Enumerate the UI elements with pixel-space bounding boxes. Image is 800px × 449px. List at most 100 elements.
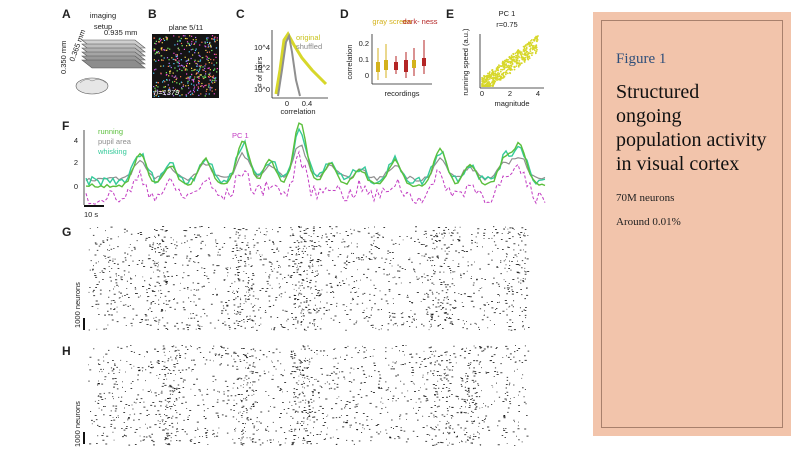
- scatter-point: [511, 68, 513, 71]
- spike-mark: [476, 278, 478, 280]
- spike-mark: [477, 431, 478, 433]
- spike-mark: [353, 287, 356, 288]
- spike-mark: [351, 381, 353, 383]
- spike-mark: [306, 228, 309, 229]
- spike-mark: [467, 265, 469, 267]
- spike-mark: [267, 426, 269, 428]
- spike-mark: [314, 276, 316, 277]
- spike-mark: [329, 226, 332, 228]
- spike-mark: [263, 258, 265, 260]
- spike-mark: [149, 245, 152, 247]
- panel-b-count: n=1379: [154, 88, 180, 97]
- spike-mark: [412, 430, 415, 432]
- spike-mark: [370, 325, 372, 326]
- spike-mark: [313, 325, 315, 327]
- neuron-dot: [181, 69, 183, 72]
- neuron-dot: [168, 87, 171, 89]
- spike-mark: [446, 413, 448, 415]
- spike-mark: [233, 322, 236, 324]
- spike-mark: [413, 268, 415, 270]
- spike-mark: [138, 369, 141, 371]
- spike-mark: [239, 247, 241, 249]
- spike-mark: [400, 282, 402, 284]
- spike-mark: [241, 400, 243, 401]
- spike-mark: [279, 417, 281, 418]
- spike-mark: [454, 292, 456, 294]
- spike-mark: [368, 375, 370, 377]
- neuron-dot: [156, 51, 158, 53]
- neuron-dot: [212, 77, 214, 79]
- spike-mark: [349, 426, 351, 428]
- spike-mark: [118, 417, 119, 418]
- neuron-dot: [175, 78, 177, 81]
- spike-mark: [429, 434, 431, 436]
- spike-mark: [190, 239, 193, 241]
- spike-mark: [242, 228, 245, 229]
- spike-mark: [250, 288, 253, 290]
- spike-mark: [301, 370, 304, 371]
- spike-mark: [272, 229, 273, 230]
- spike-mark: [357, 230, 359, 232]
- spike-mark: [439, 324, 441, 325]
- spike-mark: [153, 271, 154, 273]
- spike-mark: [255, 372, 257, 373]
- spike-mark: [92, 268, 94, 270]
- spike-mark: [520, 279, 522, 281]
- spike-mark: [392, 298, 394, 300]
- spike-mark: [306, 418, 309, 420]
- spike-mark: [130, 255, 132, 257]
- spike-mark: [226, 432, 229, 434]
- spike-mark: [432, 444, 435, 446]
- caption-line-1: 70M neurons: [616, 192, 675, 204]
- spike-mark: [484, 419, 486, 420]
- spike-mark: [165, 281, 167, 283]
- spike-mark: [299, 235, 301, 237]
- neuron-dot: [176, 77, 178, 79]
- spike-mark: [524, 278, 526, 280]
- spike-mark: [523, 309, 525, 311]
- spike-mark: [348, 381, 351, 382]
- scatter-point: [515, 65, 518, 67]
- spike-mark: [293, 242, 296, 243]
- spike-mark: [146, 289, 148, 291]
- spike-mark: [224, 321, 226, 323]
- spike-mark: [426, 237, 427, 238]
- spike-mark: [303, 375, 305, 376]
- spike-mark: [295, 259, 298, 260]
- neuron-dot: [174, 67, 176, 69]
- spike-mark: [306, 435, 309, 436]
- spike-mark: [432, 293, 434, 295]
- spike-mark: [280, 296, 282, 298]
- spike-mark: [316, 443, 318, 444]
- spike-mark: [102, 242, 105, 243]
- spike-mark: [470, 300, 473, 302]
- spike-mark: [316, 275, 318, 276]
- spike-mark: [270, 262, 272, 263]
- spike-mark: [392, 316, 394, 318]
- panel-a-title-2: setup: [94, 22, 112, 31]
- spike-mark: [421, 276, 424, 278]
- spike-mark: [474, 347, 477, 349]
- neuron-dot: [204, 45, 206, 47]
- spike-mark: [278, 287, 281, 289]
- spike-mark: [437, 315, 440, 317]
- spike-mark: [234, 395, 237, 397]
- spike-mark: [139, 402, 141, 403]
- spike-mark: [234, 281, 236, 283]
- spike-mark: [306, 273, 308, 275]
- spike-mark: [150, 303, 152, 305]
- spike-mark: [442, 397, 444, 398]
- spike-mark: [452, 366, 454, 367]
- spike-mark: [173, 299, 175, 300]
- spike-mark: [254, 315, 256, 317]
- spike-mark: [454, 271, 456, 273]
- spike-mark: [153, 291, 156, 292]
- spike-mark: [297, 299, 300, 300]
- spike-mark: [431, 238, 433, 240]
- spike-mark: [108, 349, 110, 351]
- neuron-dot: [190, 49, 192, 51]
- spike-mark: [325, 241, 328, 243]
- spike-mark: [392, 361, 394, 363]
- spike-mark: [306, 378, 308, 379]
- spike-mark: [477, 416, 479, 418]
